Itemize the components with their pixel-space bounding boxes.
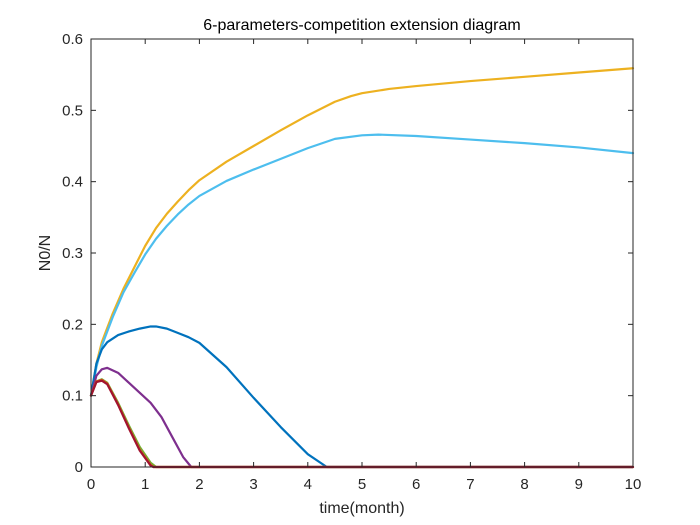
x-tick-label: 3 — [249, 476, 257, 493]
x-tick-label: 0 — [87, 476, 95, 493]
x-tick-label: 2 — [195, 476, 203, 493]
x-tick-label: 5 — [358, 476, 366, 493]
y-tick-label: 0.6 — [62, 31, 83, 48]
y-tick-label: 0.1 — [62, 388, 83, 405]
y-tick-label: 0 — [75, 459, 83, 476]
x-tick-label: 9 — [575, 476, 583, 493]
x-tick-label: 4 — [304, 476, 312, 493]
y-tick-label: 0.3 — [62, 245, 83, 262]
x-axis-title: time(month) — [319, 500, 404, 517]
x-tick-label: 7 — [466, 476, 474, 493]
y-axis-title: N0/N — [37, 235, 54, 271]
series-line-1 — [89, 67, 635, 397]
plot-area — [91, 39, 633, 467]
ticks-layer: 0 1 2 3 4 5 6 7 8 9 10 0 0.1 0.2 0.3 0.4 0.5 0.6 — [62, 31, 641, 493]
x-tick-label: 10 — [625, 476, 642, 493]
series-line-2 — [89, 133, 635, 397]
x-tick-label: 1 — [141, 476, 149, 493]
x-tick-label: 8 — [520, 476, 528, 493]
y-tick-label: 0.4 — [62, 174, 83, 191]
y-tick-label: 0.5 — [62, 102, 83, 119]
x-tick-label: 6 — [412, 476, 420, 493]
chart-title: 6-parameters-competition extension diagr… — [203, 17, 520, 34]
y-tick-label: 0.2 — [62, 316, 83, 333]
